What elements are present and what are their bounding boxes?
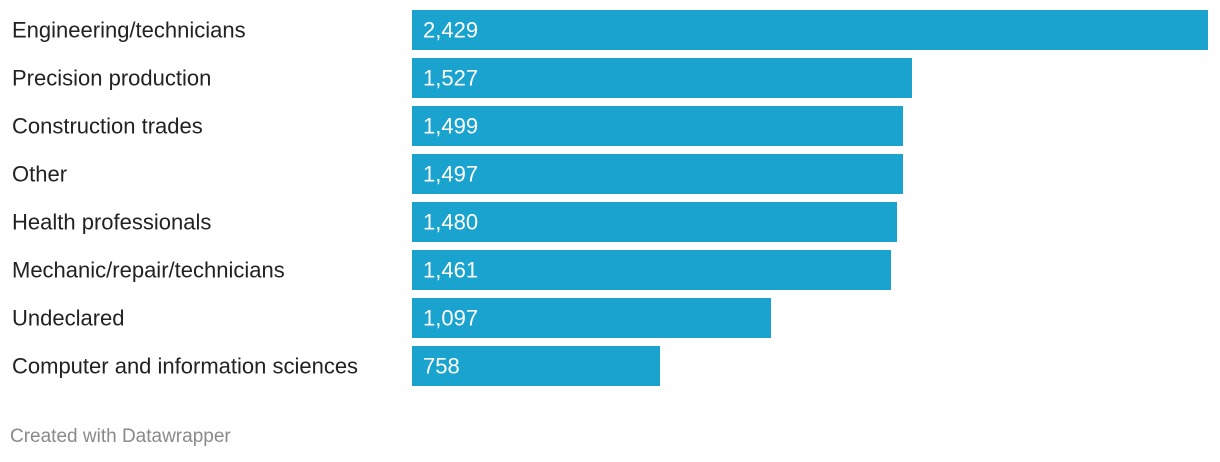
- value-label: 1,527: [423, 66, 478, 91]
- bar: [412, 202, 897, 242]
- category-label: Computer and information sciences: [12, 354, 358, 379]
- category-label: Health professionals: [12, 210, 211, 235]
- bar: [412, 298, 771, 338]
- value-label: 1,480: [423, 210, 478, 235]
- credit-footer: Created with Datawrapper: [10, 426, 231, 447]
- value-label: 1,499: [423, 114, 478, 139]
- category-label: Construction trades: [12, 114, 203, 139]
- bar-chart: Engineering/technicians 2,429 Precision pr…: [12, 10, 1208, 386]
- value-label: 2,429: [423, 18, 478, 43]
- category-label: Other: [12, 162, 67, 187]
- value-label: 1,497: [423, 162, 478, 187]
- category-label: Precision production: [12, 66, 211, 91]
- value-label: 1,461: [423, 258, 478, 283]
- bar: [412, 154, 903, 194]
- bar: [412, 250, 891, 290]
- bar: [412, 10, 1208, 50]
- value-label: 758: [423, 354, 460, 379]
- bar: [412, 58, 912, 98]
- value-label: 1,097: [423, 306, 478, 331]
- category-label: Engineering/technicians: [12, 18, 246, 43]
- category-label: Undeclared: [12, 306, 125, 331]
- category-label: Mechanic/repair/technicians: [12, 258, 285, 283]
- bar: [412, 106, 903, 146]
- bar: [412, 346, 660, 386]
